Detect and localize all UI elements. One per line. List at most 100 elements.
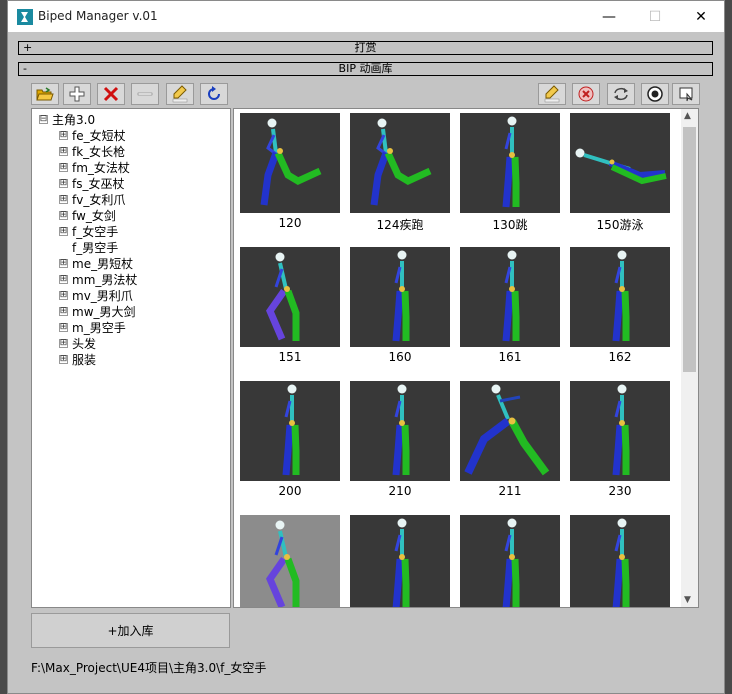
animation-thumbnail[interactable] (350, 113, 450, 213)
animation-thumbnail[interactable] (570, 247, 670, 347)
animation-thumbnail[interactable] (350, 515, 450, 607)
expand-icon[interactable]: ⊞ (59, 257, 68, 268)
tree-item[interactable]: ⊞ m_男空手 (59, 319, 126, 335)
animation-thumbnail[interactable] (240, 381, 340, 481)
sync-button[interactable] (607, 83, 635, 105)
biped-figure-image (612, 384, 630, 476)
scroll-down-icon[interactable]: ▼ (684, 595, 691, 605)
settings-icon (647, 86, 663, 102)
biped-figure-image (575, 148, 667, 185)
tree-item[interactable]: ⊞ fw_女剑 (59, 207, 116, 223)
rename-button[interactable] (166, 83, 194, 105)
expand-icon[interactable]: ⊞ (59, 177, 68, 188)
animation-gallery[interactable]: 120 124疾跑 130跳 150游泳 151 160 161 162 200 210 211 23… (233, 108, 699, 608)
open-folder-button[interactable] (31, 83, 59, 105)
thumbnail-caption: 211 (498, 484, 522, 498)
add-to-library-button[interactable]: +加入库 (31, 613, 230, 648)
animation-thumbnail[interactable] (570, 515, 670, 607)
expand-icon[interactable]: ⊞ (59, 145, 68, 156)
sync-icon (614, 87, 628, 101)
rollout-bip-library[interactable]: - BIP 动画库 (18, 62, 713, 76)
expand-icon[interactable]: ⊞ (59, 337, 68, 348)
minimize-icon: — (602, 8, 616, 25)
animation-thumbnail[interactable] (240, 515, 340, 607)
expand-icon[interactable]: ⊞ (59, 321, 68, 332)
expand-icon[interactable]: ⊞ (59, 273, 68, 284)
animation-thumbnail[interactable] (460, 515, 560, 607)
rename-icon (172, 85, 188, 103)
tree-item[interactable]: ⊞ mv_男利爪 (59, 287, 133, 303)
expand-icon[interactable]: ⊞ (59, 193, 68, 204)
scrollbar-thumb[interactable] (683, 127, 696, 372)
expand-icon[interactable]: ⊞ (59, 129, 68, 140)
animation-thumbnail[interactable] (350, 381, 450, 481)
biped-figure-image (260, 118, 322, 206)
rollout-label: 打赏 (354, 41, 377, 54)
tree-item[interactable]: ⊞ mw_男大剑 (59, 303, 136, 319)
expand-icon[interactable]: ⊞ (59, 289, 68, 300)
tree-item[interactable]: ⊞ f_女空手 (59, 223, 118, 239)
biped-figure-image (266, 252, 300, 341)
minimize-button[interactable]: — (586, 1, 632, 32)
animation-thumbnail[interactable] (460, 381, 560, 481)
close-button[interactable]: ✕ (678, 1, 724, 32)
expand-icon[interactable]: ⊞ (59, 225, 68, 236)
biped-figure-image (392, 518, 410, 607)
tree-item[interactable]: ⊞ me_男短杖 (59, 255, 133, 271)
title-bar: Biped Manager v.01 — ☐ ✕ (8, 1, 724, 32)
remove-button[interactable] (572, 83, 600, 105)
client-area: + 打赏 - BIP 动画库 (8, 32, 724, 693)
gallery-scrollbar[interactable]: ▲ ▼ (681, 109, 698, 607)
minus-icon (137, 92, 153, 96)
tree-item-label: mw_男大剑 (72, 304, 136, 319)
add-icon (69, 86, 85, 102)
add-button[interactable] (63, 83, 91, 105)
animation-thumbnail[interactable] (240, 113, 340, 213)
tree-item[interactable]: ⊞ 服装 (59, 351, 96, 367)
tree-item[interactable]: ⊞ fm_女法杖 (59, 159, 130, 175)
thumbnail-caption: 230 (608, 484, 632, 498)
tree-item[interactable]: ⊞ fv_女利爪 (59, 191, 125, 207)
expand-icon[interactable]: ⊞ (59, 161, 68, 172)
remove-icon (578, 86, 594, 102)
tree-item-label: fe_女短杖 (72, 128, 126, 143)
scroll-up-icon[interactable]: ▲ (684, 111, 691, 121)
expand-icon[interactable]: ⊞ (59, 353, 68, 364)
animation-thumbnail[interactable] (460, 113, 560, 213)
capture-button[interactable] (672, 83, 700, 105)
animation-thumbnail[interactable] (350, 247, 450, 347)
tree-item-label: m_男空手 (72, 320, 126, 335)
tree-item[interactable]: f_男空手 (59, 239, 118, 255)
delete-button[interactable] (97, 83, 125, 105)
biped-figure-image (502, 250, 520, 342)
tree-item-label: fv_女利爪 (72, 192, 126, 207)
rollout-collapse-sign: - (23, 62, 27, 75)
animation-thumbnail[interactable] (570, 113, 670, 213)
settings-button[interactable] (641, 83, 669, 105)
tree-item-label: me_男短杖 (72, 256, 134, 271)
biped-figure-image (502, 518, 520, 607)
rollout-expand-sign: + (23, 41, 33, 54)
tree-root[interactable]: ⊟ 主角3.0 (39, 111, 95, 127)
expand-icon[interactable]: ⊞ (59, 209, 68, 220)
animation-thumbnail[interactable] (570, 381, 670, 481)
tree-item[interactable]: ⊞ 头发 (59, 335, 96, 351)
rename-right-button[interactable] (538, 83, 566, 105)
collapse-icon[interactable]: ⊟ (39, 113, 48, 124)
tree-item[interactable]: ⊞ fe_女短杖 (59, 127, 126, 143)
open-folder-icon (36, 87, 54, 101)
animation-thumbnail[interactable] (460, 247, 560, 347)
rollout-donate[interactable]: + 打赏 (18, 41, 713, 55)
expand-icon[interactable]: ⊞ (59, 305, 68, 316)
tree-item[interactable]: ⊞ mm_男法杖 (59, 271, 137, 287)
tree-item[interactable]: ⊞ fs_女巫杖 (59, 175, 124, 191)
maximize-button[interactable]: ☐ (632, 1, 678, 32)
close-icon: ✕ (695, 8, 707, 25)
category-tree[interactable]: ⊟ 主角3.0 ⊞ fe_女短杖 ⊞ fk_女长枪 ⊞ fm_女法杖 ⊞ fs_女巫杖 ⊞ fv_… (31, 108, 231, 608)
animation-thumbnail[interactable] (240, 247, 340, 347)
tree-item[interactable]: ⊞ fk_女长枪 (59, 143, 125, 159)
refresh-icon (208, 86, 220, 100)
minus-button[interactable] (131, 83, 159, 105)
refresh-button[interactable] (200, 83, 228, 105)
thumbnail-caption: 210 (388, 484, 412, 498)
